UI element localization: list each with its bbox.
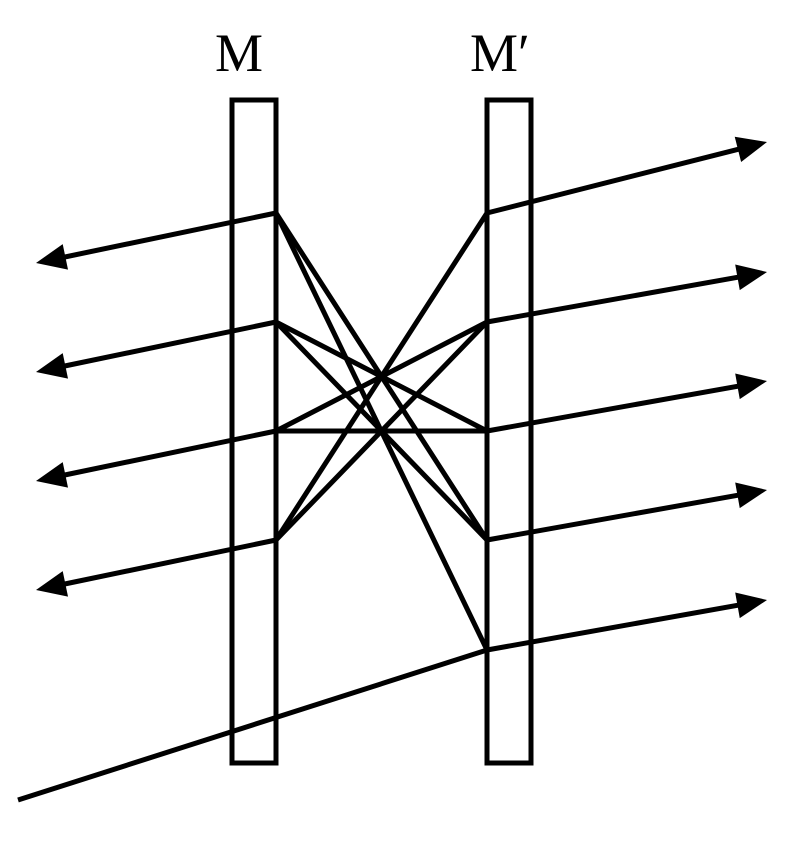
mirror-label-m-prime: M′	[470, 22, 530, 84]
mirror-label-m: M	[215, 22, 263, 84]
fabry-perot-diagram	[0, 0, 798, 847]
